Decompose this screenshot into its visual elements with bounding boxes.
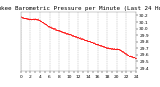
Title: Milwaukee Barometric Pressure per Minute (Last 24 Hours): Milwaukee Barometric Pressure per Minute… [0, 6, 160, 11]
